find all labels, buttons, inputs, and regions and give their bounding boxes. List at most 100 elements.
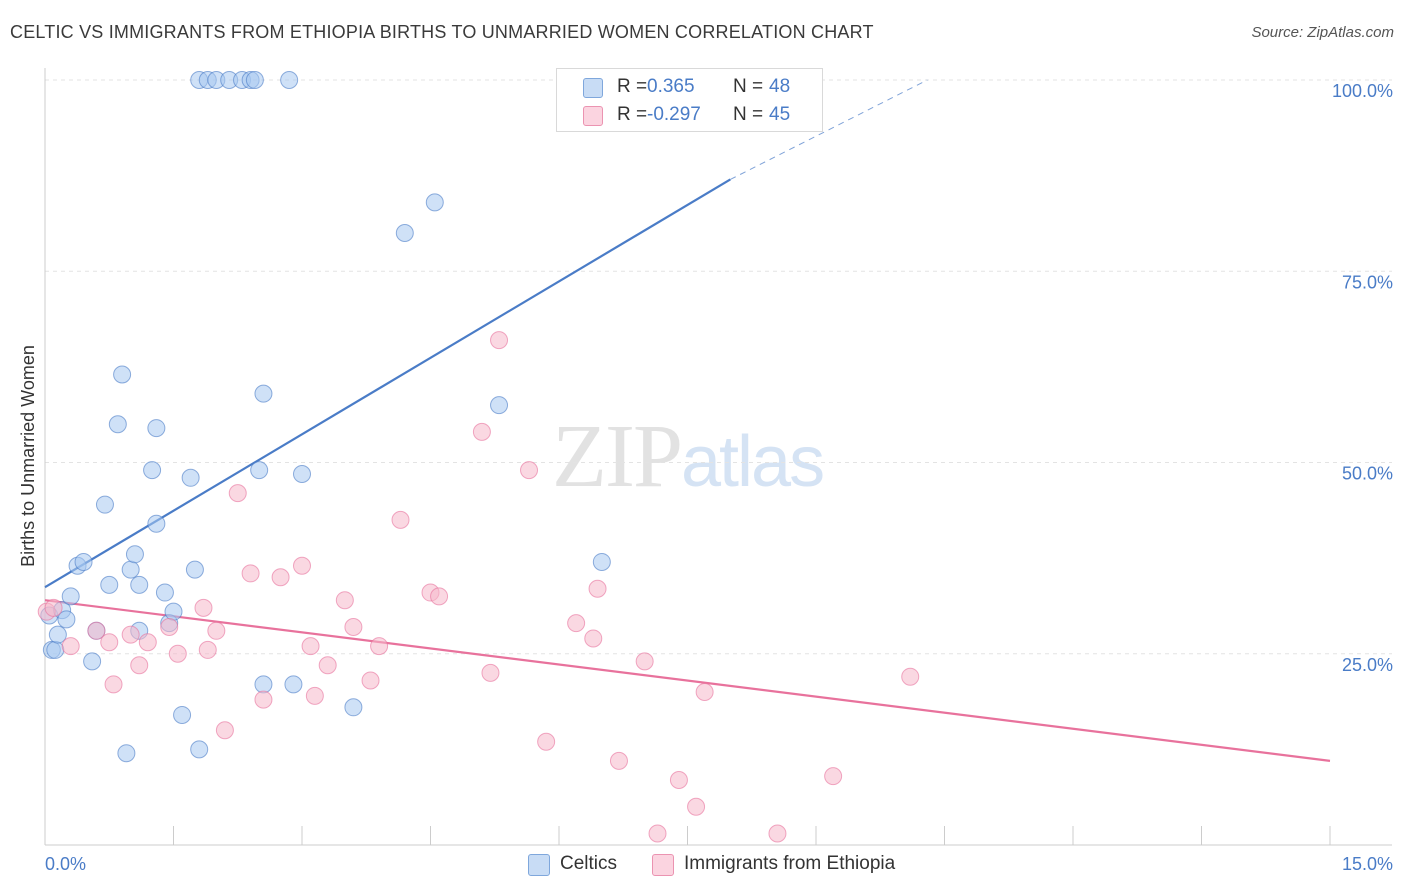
data-point xyxy=(687,797,706,816)
legend-r-label: R = xyxy=(617,76,648,97)
data-point xyxy=(87,621,106,640)
y-tick-label: 50.0% xyxy=(1342,464,1393,484)
legend-row-ethiopia: R = -0.297 N = 45 xyxy=(557,101,822,129)
data-point xyxy=(305,686,324,705)
legend-r-value: 0.365 xyxy=(647,76,695,97)
data-point xyxy=(395,224,414,242)
data-point xyxy=(481,663,500,682)
data-point xyxy=(472,422,491,441)
data-point xyxy=(254,675,273,694)
data-point xyxy=(490,396,509,415)
data-point xyxy=(190,740,209,759)
y-tick-label: 100.0% xyxy=(1332,81,1393,101)
data-point xyxy=(194,598,213,617)
data-point xyxy=(245,71,264,89)
data-point xyxy=(537,732,556,751)
data-point xyxy=(301,637,320,656)
trend-lines xyxy=(44,79,1331,762)
data-point xyxy=(584,629,603,648)
series-label-celtics: Celtics xyxy=(560,853,618,874)
data-point xyxy=(61,587,80,606)
data-point xyxy=(344,698,363,717)
data-point xyxy=(318,656,337,675)
data-point xyxy=(130,575,149,594)
y-tick-labels: 25.0% 50.0% 75.0% 100.0% xyxy=(1332,81,1393,675)
data-point xyxy=(824,767,843,786)
correlation-legend: R = 0.365 N = 48 R = -0.297 N = 45 xyxy=(556,68,823,132)
legend-swatch-celtics xyxy=(583,78,603,98)
data-point xyxy=(250,461,269,480)
data-point xyxy=(100,633,119,652)
data-point xyxy=(108,415,127,434)
data-point xyxy=(635,652,654,671)
data-point xyxy=(168,644,187,663)
data-point xyxy=(125,545,144,564)
data-point xyxy=(95,495,114,514)
data-point xyxy=(117,744,136,763)
data-point xyxy=(147,419,166,438)
data-point xyxy=(567,614,586,633)
data-point xyxy=(160,617,179,636)
data-point xyxy=(430,587,449,606)
data-point xyxy=(48,625,67,644)
data-point xyxy=(370,637,389,656)
watermark-atlas: atlas xyxy=(681,422,825,502)
data-point xyxy=(164,602,183,621)
data-point xyxy=(425,193,444,212)
watermark-zip: ZIP xyxy=(552,407,683,506)
data-point xyxy=(228,484,247,503)
series-ethiopia xyxy=(37,331,920,843)
data-point xyxy=(293,464,311,483)
data-point xyxy=(83,652,102,671)
data-point xyxy=(121,625,140,644)
data-point xyxy=(768,824,787,843)
data-point xyxy=(46,640,65,659)
legend-n-label: N = xyxy=(733,76,764,97)
data-point xyxy=(138,633,157,652)
data-point xyxy=(254,690,273,709)
data-point xyxy=(61,637,80,656)
data-point xyxy=(100,575,119,594)
legend-swatch-ethiopia xyxy=(583,106,603,126)
data-point xyxy=(173,705,192,724)
data-point xyxy=(361,671,380,690)
legend-n-value: 48 xyxy=(769,76,791,97)
data-point xyxy=(121,560,140,579)
y-tick-label: 75.0% xyxy=(1342,272,1393,292)
data-point xyxy=(57,610,76,629)
legend-r-value: -0.297 xyxy=(647,104,701,125)
legend-n-value: 45 xyxy=(769,104,791,125)
legend-n-label: N = xyxy=(733,104,764,125)
x-tick-label: 15.0% xyxy=(1342,854,1393,874)
data-point xyxy=(198,640,217,659)
data-point xyxy=(901,667,920,686)
data-point xyxy=(207,621,226,640)
series-swatch-celtics xyxy=(528,854,550,876)
data-point xyxy=(147,514,166,533)
data-point xyxy=(520,461,539,480)
data-point xyxy=(695,683,714,701)
data-point xyxy=(490,331,509,350)
data-point xyxy=(271,568,290,587)
data-point xyxy=(215,721,234,740)
source-label: Source: ZipAtlas.com xyxy=(1251,24,1394,41)
trend-extension-celtics xyxy=(730,79,928,180)
y-axis-label: Births to Unmarried Women xyxy=(18,345,38,567)
data-point xyxy=(669,770,688,789)
data-point xyxy=(391,510,410,529)
axes xyxy=(44,68,1392,846)
legend-r-label: R = xyxy=(617,104,648,125)
data-point xyxy=(44,598,63,617)
data-point xyxy=(113,365,132,384)
data-point xyxy=(155,583,174,602)
data-point xyxy=(185,560,204,579)
series-label-ethiopia: Immigrants from Ethiopia xyxy=(684,853,896,874)
trend-line-ethiopia xyxy=(44,599,1331,762)
legend-row-celtics: R = 0.365 N = 48 xyxy=(557,73,822,101)
data-point xyxy=(74,552,93,571)
data-point xyxy=(254,384,273,403)
data-point xyxy=(648,824,667,843)
x-tick-label: 0.0% xyxy=(45,854,86,874)
data-point xyxy=(241,564,260,583)
